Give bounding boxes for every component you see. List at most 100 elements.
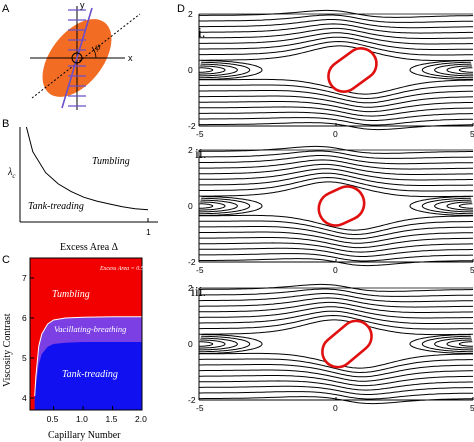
streamline bbox=[199, 95, 474, 108]
streamline bbox=[199, 111, 473, 121]
vesicle-outline bbox=[317, 185, 366, 227]
d-x-tick-label: 0 bbox=[333, 403, 338, 413]
d-x-tick-label: 5 bbox=[470, 403, 474, 413]
streamline bbox=[199, 36, 473, 50]
d-y-tick-label: 2 bbox=[188, 145, 193, 155]
subpanel-label-ii: ii. bbox=[195, 147, 207, 162]
streamline bbox=[199, 314, 474, 330]
vesicle-outline bbox=[321, 319, 373, 369]
c-x-tick-label: 1.0 bbox=[76, 414, 88, 424]
panel-letter-b: B bbox=[2, 118, 10, 130]
d-x-tick-label: -5 bbox=[196, 129, 204, 139]
origin-marker bbox=[71, 52, 83, 64]
recirculation-streamline bbox=[199, 341, 214, 347]
panel-letter-c: C bbox=[2, 254, 10, 266]
shear-flow-arrows bbox=[61, 7, 93, 109]
streamline bbox=[199, 247, 473, 257]
streamline bbox=[199, 288, 474, 297]
panel-a-diagram: x y ψ bbox=[30, 0, 141, 110]
d-y-tick-label: 2 bbox=[188, 9, 193, 19]
recirculation-streamline bbox=[434, 63, 473, 77]
d-y-tick-label: -2 bbox=[188, 395, 196, 405]
b-region-tumbling: Tumbling bbox=[92, 156, 130, 167]
panel-letter-d: D bbox=[177, 3, 185, 15]
d-y-tick-label: 2 bbox=[188, 283, 193, 293]
streamline bbox=[199, 181, 473, 198]
y-axis-label: y bbox=[80, 0, 85, 10]
recirculation-streamline bbox=[199, 67, 214, 73]
recirculation-streamline bbox=[199, 337, 238, 351]
recirculation-streamline bbox=[199, 335, 251, 353]
angle-label: ψ bbox=[95, 42, 101, 52]
streamline bbox=[199, 301, 474, 313]
streamline bbox=[199, 220, 473, 236]
major-axis-dashed bbox=[31, 13, 141, 99]
recirculation-streamline bbox=[446, 65, 473, 75]
recirculation-streamline bbox=[446, 201, 473, 211]
d-y-tick-label: 0 bbox=[188, 65, 193, 75]
c-y-ticks: 4 5 6 7 bbox=[22, 273, 34, 403]
d-y-tick-label: 0 bbox=[188, 201, 193, 211]
recirculation-streamline bbox=[458, 341, 473, 347]
c-frame bbox=[29, 257, 143, 411]
recirculation-streamline bbox=[446, 339, 473, 349]
c-y-tick-label: 4 bbox=[22, 393, 27, 403]
streamline bbox=[199, 293, 474, 303]
c-x-tick-label: 2.0 bbox=[135, 414, 147, 424]
c-y-tick-label: 5 bbox=[22, 353, 27, 363]
recirculation-streamline bbox=[199, 339, 226, 349]
streamline bbox=[199, 159, 473, 170]
streamline bbox=[199, 23, 473, 34]
c-y-tick-label: 7 bbox=[22, 273, 27, 283]
b-x-tick-label: 1 bbox=[146, 227, 151, 237]
c-xlabel: Capillary Number bbox=[48, 430, 121, 441]
panel-b-chart: λc Tumbling Tank-treading 1 Excess Area … bbox=[7, 126, 158, 253]
d-x-tick-label: -5 bbox=[196, 403, 204, 413]
streamline-subplot: -5 0 5 2 0 -2 bbox=[188, 145, 474, 275]
streamline bbox=[199, 106, 474, 117]
streamline bbox=[199, 369, 473, 382]
c-x-ticks: 0.5 1.0 1.5 2.0 bbox=[47, 406, 147, 424]
d-x-tick-label: -5 bbox=[196, 265, 204, 275]
recirculation-streamline bbox=[199, 60, 263, 80]
b-ylabel-main: λ bbox=[7, 167, 13, 178]
streamline bbox=[199, 27, 473, 39]
c-region-vacillating: Vacillating-breathing bbox=[54, 324, 126, 334]
streamline bbox=[199, 40, 473, 56]
b-region-tank-treading: Tank-treading bbox=[28, 201, 84, 212]
recirculation-streamline bbox=[458, 67, 473, 73]
streamline bbox=[199, 297, 474, 308]
d-y-tick-label: -2 bbox=[188, 257, 196, 267]
recirculation-streamline bbox=[199, 201, 226, 211]
panel-letter-a: A bbox=[2, 3, 10, 15]
recirculation-streamline bbox=[409, 196, 473, 216]
b-xlabel: Excess Area Δ bbox=[60, 242, 119, 253]
recirculation-streamline bbox=[199, 196, 263, 216]
subpanel-label-iii: iii. bbox=[191, 285, 207, 300]
streamline bbox=[199, 155, 473, 165]
streamline bbox=[199, 380, 473, 391]
b-ylabel: λc bbox=[7, 167, 16, 180]
d-x-tick-label: 5 bbox=[470, 129, 474, 139]
recirculation-streamline bbox=[199, 334, 263, 354]
angle-arc bbox=[91, 46, 97, 59]
c-region-tumbling: Tumbling bbox=[52, 289, 90, 300]
c-excess-area-note: Excess Area = 0.5 bbox=[99, 266, 144, 272]
streamline bbox=[199, 237, 473, 249]
c-ylabel: Viscosity Contrast bbox=[2, 313, 13, 387]
c-tank-treading-region bbox=[34, 342, 143, 410]
recirculation-streamline bbox=[421, 61, 473, 79]
panel-c-chart: Excess Area = 0.5 Tumbling Vacillating-b… bbox=[2, 257, 147, 441]
streamline bbox=[199, 391, 473, 400]
d-y-tick-label: -2 bbox=[188, 121, 196, 131]
recirculation-streamline bbox=[409, 60, 473, 80]
recirculation-streamline bbox=[421, 197, 473, 215]
streamline bbox=[199, 163, 473, 175]
streamline bbox=[199, 150, 473, 159]
recirculation-streamline bbox=[199, 203, 214, 209]
b-critical-curve bbox=[25, 126, 149, 211]
streamline bbox=[199, 283, 474, 292]
c-x-tick-label: 0.5 bbox=[47, 414, 59, 424]
streamline bbox=[199, 90, 474, 104]
d-x-tick-label: 0 bbox=[333, 265, 338, 275]
